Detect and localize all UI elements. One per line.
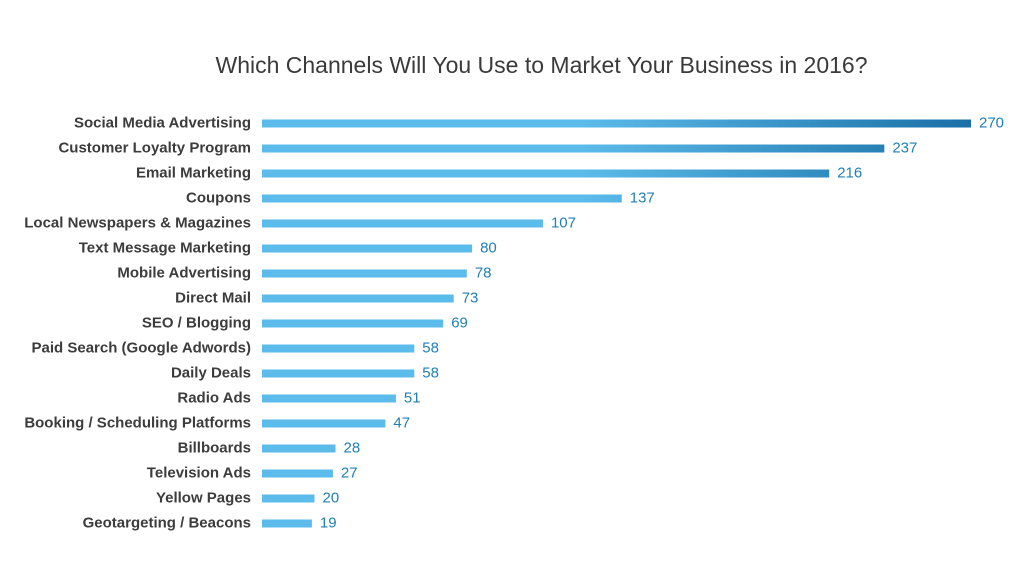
bar-1 xyxy=(262,144,885,153)
category-label: Paid Search (Google Adwords) xyxy=(32,339,251,356)
value-label: 28 xyxy=(344,439,361,456)
category-label: Local Newspapers & Magazines xyxy=(24,214,251,231)
bar-15 xyxy=(262,494,315,503)
category-label: Billboards xyxy=(178,439,251,456)
bar-13 xyxy=(262,444,336,453)
category-labels-layer: Social Media Advertising Customer Loyalty… xyxy=(24,114,251,531)
value-label: 69 xyxy=(451,314,468,331)
value-label: 73 xyxy=(462,289,479,306)
bar-5 xyxy=(262,244,473,253)
category-label: Customer Loyalty Program xyxy=(58,139,251,156)
bar-6 xyxy=(262,269,467,278)
bar-9 xyxy=(262,344,415,353)
value-label: 237 xyxy=(892,139,917,156)
category-label: Yellow Pages xyxy=(156,489,251,506)
value-label: 51 xyxy=(404,389,421,406)
value-label: 19 xyxy=(320,514,337,531)
bar-10 xyxy=(262,369,415,378)
bar-11 xyxy=(262,394,396,403)
value-label: 80 xyxy=(480,239,497,256)
category-label: Email Marketing xyxy=(136,164,251,181)
bar-2 xyxy=(262,169,830,178)
value-label: 270 xyxy=(979,114,1004,131)
category-label: Television Ads xyxy=(147,464,251,481)
bar-16 xyxy=(262,519,312,528)
chart-title: Which Channels Will You Use to Market Yo… xyxy=(215,52,868,78)
value-label: 47 xyxy=(393,414,410,431)
bar-8 xyxy=(262,319,444,328)
category-label: Radio Ads xyxy=(177,389,251,406)
category-label: Coupons xyxy=(186,189,251,206)
category-label: SEO / Blogging xyxy=(142,314,251,331)
value-label: 58 xyxy=(422,339,439,356)
category-label: Booking / Scheduling Platforms xyxy=(24,414,251,431)
bar-7 xyxy=(262,294,454,303)
value-label: 107 xyxy=(551,214,576,231)
bar-12 xyxy=(262,419,386,428)
category-label: Direct Mail xyxy=(175,289,251,306)
bar-3 xyxy=(262,194,622,203)
category-label: Daily Deals xyxy=(171,364,251,381)
bar-0 xyxy=(262,119,971,128)
value-label: 58 xyxy=(422,364,439,381)
category-label: Geotargeting / Beacons xyxy=(83,514,251,531)
bar-4 xyxy=(262,219,543,228)
value-label: 27 xyxy=(341,464,358,481)
bar-14 xyxy=(262,469,333,478)
category-label: Mobile Advertising xyxy=(117,264,251,281)
bars-layer xyxy=(262,119,971,528)
category-label: Text Message Marketing xyxy=(79,239,251,256)
category-label: Social Media Advertising xyxy=(74,114,251,131)
value-label: 216 xyxy=(837,164,862,181)
value-label: 20 xyxy=(323,489,340,506)
value-label: 137 xyxy=(630,189,655,206)
value-label: 78 xyxy=(475,264,492,281)
